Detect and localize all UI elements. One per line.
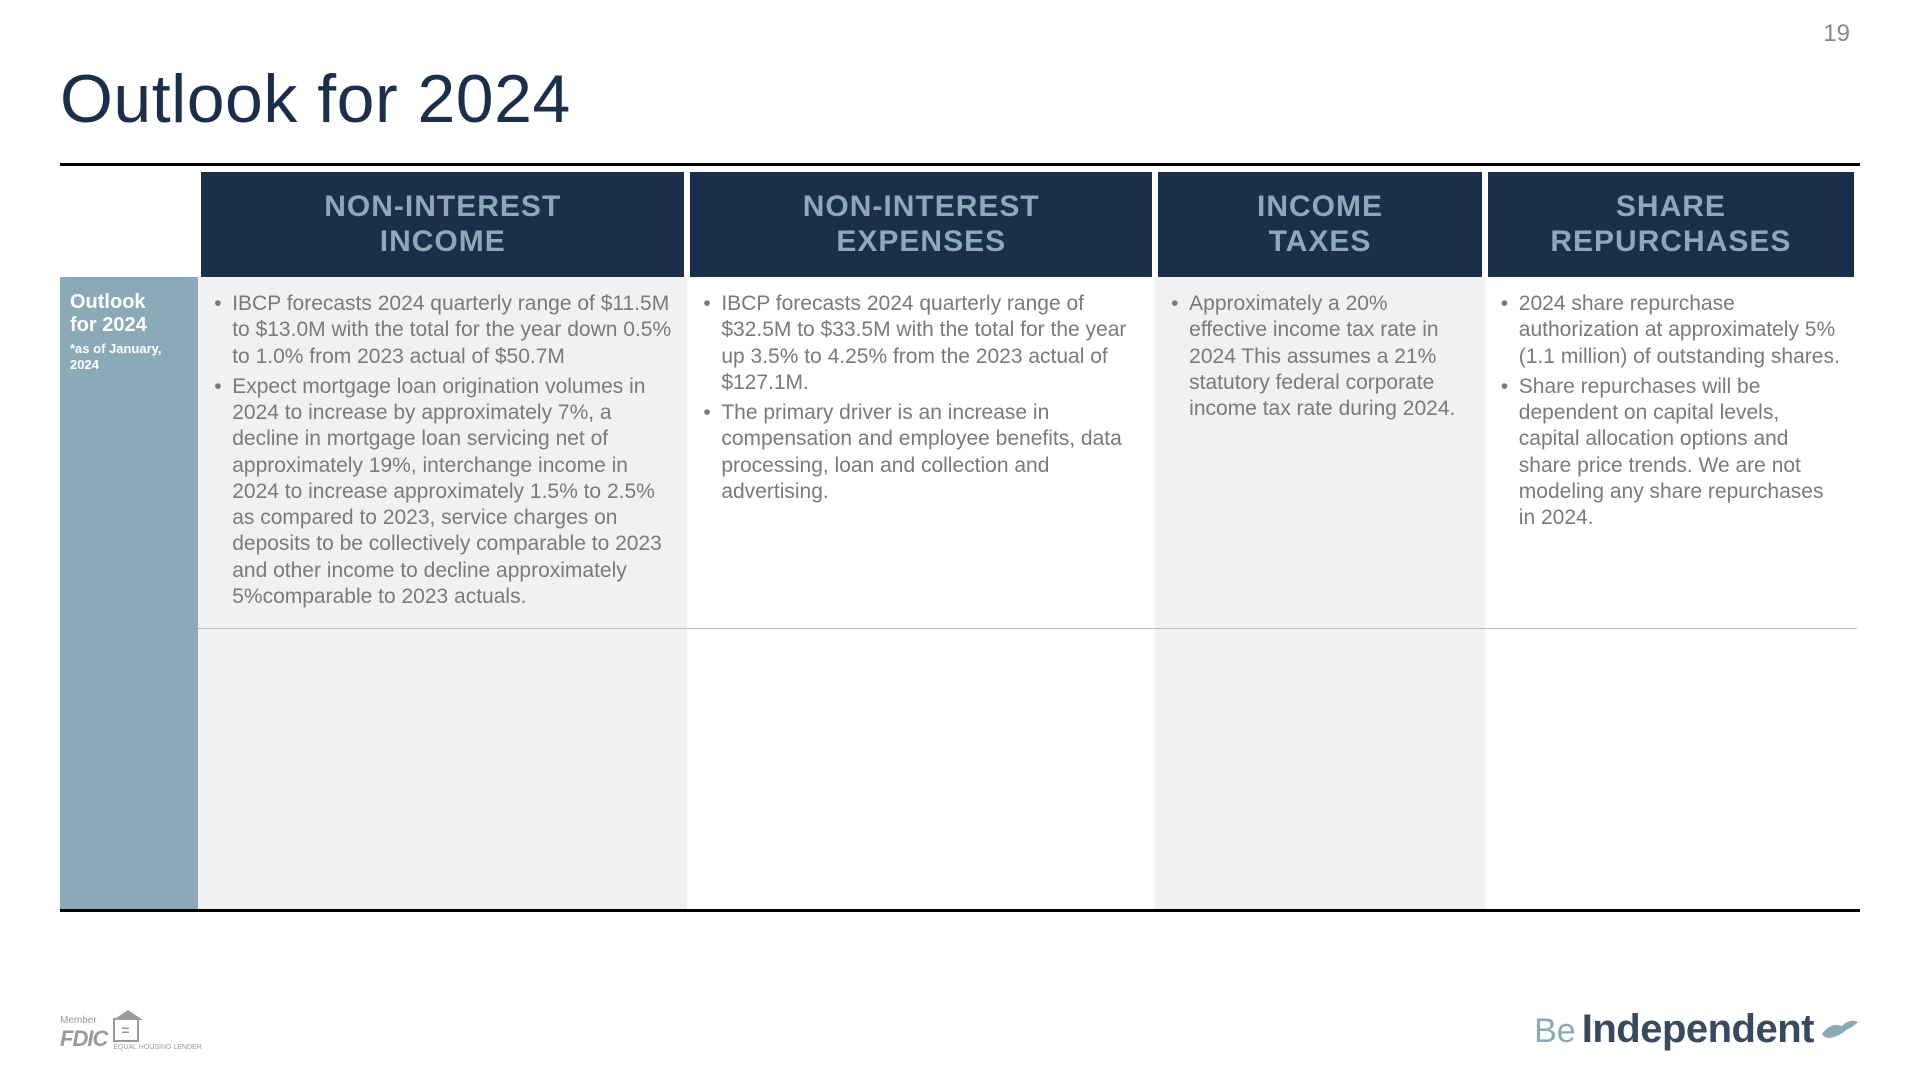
brand-independent: Independent: [1582, 1007, 1814, 1052]
empty-cell: [1485, 629, 1857, 909]
cell-income-taxes: Approximately a 20% effective income tax…: [1155, 277, 1485, 629]
corner-cell: [60, 169, 198, 277]
col-header-line1: NON-INTEREST: [803, 190, 1040, 223]
row-label-line1: Outlook: [70, 291, 188, 314]
list-item: IBCP forecasts 2024 quarterly range of $…: [703, 291, 1139, 396]
cell-share-repurchases: 2024 share repurchase authorization at a…: [1485, 277, 1857, 629]
row-label-line2: for 2024: [70, 314, 188, 337]
list-item: 2024 share repurchase authorization at a…: [1501, 291, 1841, 370]
col-header-line2: REPURCHASES: [1550, 225, 1791, 258]
col-header-line1: INCOME: [1257, 190, 1383, 223]
bullet-list: Approximately a 20% effective income tax…: [1171, 291, 1469, 422]
list-item: Expect mortgage loan origination volumes…: [214, 374, 671, 610]
list-item: Share repurchases will be dependent on c…: [1501, 374, 1841, 532]
row-label-sub: *as of January, 2024: [70, 341, 188, 372]
table-row: Outlook for 2024 *as of January, 2024 IB…: [60, 277, 1857, 629]
cell-non-interest-income: IBCP forecasts 2024 quarterly range of $…: [198, 277, 687, 629]
outlook-table: NON-INTEREST INCOME NON-INTEREST EXPENSE…: [60, 166, 1860, 909]
fdic-member-label: Member: [60, 1016, 107, 1026]
table-header-row: NON-INTEREST INCOME NON-INTEREST EXPENSE…: [60, 169, 1857, 277]
col-header-share-repurchases: SHARE REPURCHASES: [1485, 169, 1857, 277]
col-header-non-interest-expenses: NON-INTEREST EXPENSES: [687, 169, 1155, 277]
col-header-line2: EXPENSES: [836, 225, 1006, 258]
empty-cell: [198, 629, 687, 909]
col-header-line1: SHARE: [1616, 190, 1726, 223]
col-header-line2: TAXES: [1269, 225, 1372, 258]
house-icon: [113, 1018, 139, 1042]
cell-non-interest-expenses: IBCP forecasts 2024 quarterly range of $…: [687, 277, 1155, 629]
table-row-empty: [60, 629, 1857, 909]
bullet-list: IBCP forecasts 2024 quarterly range of $…: [214, 291, 671, 610]
row-label-empty: [60, 629, 198, 909]
fdic-text-block: Member FDIC: [60, 1016, 107, 1052]
col-header-line1: NON-INTEREST: [324, 190, 561, 223]
fdic-badge: Member FDIC EQUAL HOUSING LENDER: [60, 1016, 202, 1052]
slide: 19 Outlook for 2024 NON-INTEREST INCOME …: [0, 0, 1920, 1080]
page-number: 19: [1823, 20, 1850, 48]
bullet-list: IBCP forecasts 2024 quarterly range of $…: [703, 291, 1139, 505]
brand-be: Be: [1534, 1012, 1576, 1051]
brand-logo: Be Independent: [1534, 1007, 1860, 1052]
footer: Member FDIC EQUAL HOUSING LENDER Be Inde…: [60, 1007, 1860, 1052]
page-title: Outlook for 2024: [60, 60, 1860, 138]
fdic-label: FDIC: [60, 1026, 107, 1052]
col-header-income-taxes: INCOME TAXES: [1155, 169, 1485, 277]
equal-housing-block: EQUAL HOUSING LENDER: [113, 1018, 201, 1051]
list-item: IBCP forecasts 2024 quarterly range of $…: [214, 291, 671, 370]
col-header-line2: INCOME: [380, 225, 506, 258]
empty-cell: [687, 629, 1155, 909]
row-label-outlook-2024: Outlook for 2024 *as of January, 2024: [60, 277, 198, 629]
col-header-non-interest-income: NON-INTEREST INCOME: [198, 169, 687, 277]
list-item: The primary driver is an increase in com…: [703, 400, 1139, 505]
equal-housing-label: EQUAL HOUSING LENDER: [113, 1044, 201, 1051]
outlook-table-wrap: NON-INTEREST INCOME NON-INTEREST EXPENSE…: [60, 163, 1860, 912]
empty-cell: [1155, 629, 1485, 909]
list-item: Approximately a 20% effective income tax…: [1171, 291, 1469, 422]
bullet-list: 2024 share repurchase authorization at a…: [1501, 291, 1841, 531]
bird-icon: [1820, 1014, 1860, 1047]
